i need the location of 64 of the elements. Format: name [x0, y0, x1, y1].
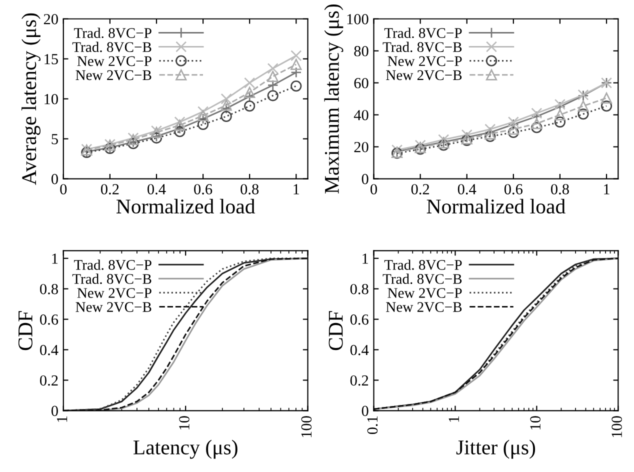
y-tick-label: 0.8 — [350, 284, 368, 294]
y-tick-label: 0.6 — [350, 314, 368, 325]
x-axis-title: Normalized load — [116, 198, 256, 214]
x-tick-label: 0.4 — [148, 184, 166, 194]
x-tick-label: 10 — [530, 416, 541, 430]
y-tick-label: 20 — [354, 142, 368, 152]
x-tick-label: 100 — [612, 416, 622, 438]
legend-label: Trad. 8VC−P — [384, 260, 462, 270]
x-tick-label: 0.2 — [411, 184, 430, 194]
y-tick-label: 15 — [44, 54, 58, 64]
x-tick-label: 100 — [301, 416, 312, 438]
x-tick-label: 0.4 — [458, 184, 476, 194]
x-tick-label: 0 — [60, 184, 67, 194]
y-tick-label: 1 — [362, 254, 368, 264]
y-tick-label: 0.6 — [40, 314, 58, 325]
legend-label: Trad. 8VC−B — [72, 42, 152, 52]
x-tick-label: 0.6 — [504, 184, 523, 194]
x-tick-label: 0 — [370, 184, 378, 194]
y-axis-title: CDF — [18, 311, 32, 350]
y-tick-label: 40 — [354, 110, 368, 120]
legend-label: New 2VC−B — [76, 70, 152, 80]
legend-label: New 2VC−B — [76, 302, 152, 312]
legend-label: New 2VC−P — [388, 56, 462, 66]
x-tick-label: 0.8 — [240, 184, 259, 194]
y-tick-label: 60 — [354, 78, 368, 88]
legend-label: Trad. 8VC−P — [74, 28, 152, 38]
y-tick-label: 5 — [52, 134, 58, 144]
legend-label: New 2VC−P — [77, 56, 152, 66]
y-axis-title: Average latency (μs) — [22, 13, 40, 185]
y-tick-label: 80 — [354, 46, 368, 56]
y-tick-label: 0.2 — [350, 375, 368, 386]
legend-label: New 2VC−B — [386, 70, 462, 80]
x-tick-label: 1 — [56, 416, 68, 422]
x-tick-label: 10 — [179, 416, 190, 430]
y-tick-label: 100 — [347, 14, 368, 24]
legend-label: Trad. 8VC−P — [74, 260, 152, 270]
x-tick-label: 0.8 — [550, 184, 569, 194]
y-tick-label: 0.8 — [40, 284, 58, 294]
y-axis-title: CDF — [328, 311, 343, 350]
x-tick-label: 0.6 — [194, 184, 212, 194]
y-axis-title: Maximum latency (μs) — [324, 4, 344, 194]
x-axis-title: Jitter (μs) — [456, 440, 536, 459]
y-tick-label: 0.4 — [350, 344, 369, 356]
y-tick-label: 20 — [44, 14, 58, 24]
y-tick-label: 0 — [362, 174, 368, 184]
legend-label: New 2VC−P — [388, 288, 462, 298]
legend-label: New 2VC−B — [386, 302, 462, 312]
y-tick-label: 0.4 — [40, 344, 58, 356]
x-axis-title: Normalized load — [426, 198, 566, 214]
legend-label: Trad. 8VC−B — [382, 274, 462, 284]
x-tick-label: 0.2 — [100, 184, 119, 194]
x-axis-title: Latency (μs) — [133, 440, 238, 459]
y-tick-label: 10 — [44, 94, 58, 104]
y-tick-label: 0.2 — [40, 375, 58, 386]
x-tick-label: 0.1 — [367, 416, 378, 434]
legend-label: Trad. 8VC−B — [382, 42, 462, 52]
legend-label: Trad. 8VC−B — [72, 274, 152, 284]
x-tick-label: 1 — [294, 184, 300, 194]
x-tick-label: 1 — [604, 184, 610, 194]
y-tick-label: 1 — [52, 254, 58, 264]
legend-label: New 2VC−P — [77, 288, 152, 298]
x-tick-label: 1 — [448, 416, 459, 422]
y-tick-label: 0 — [51, 174, 58, 184]
legend-label: Trad. 8VC−P — [384, 28, 462, 38]
